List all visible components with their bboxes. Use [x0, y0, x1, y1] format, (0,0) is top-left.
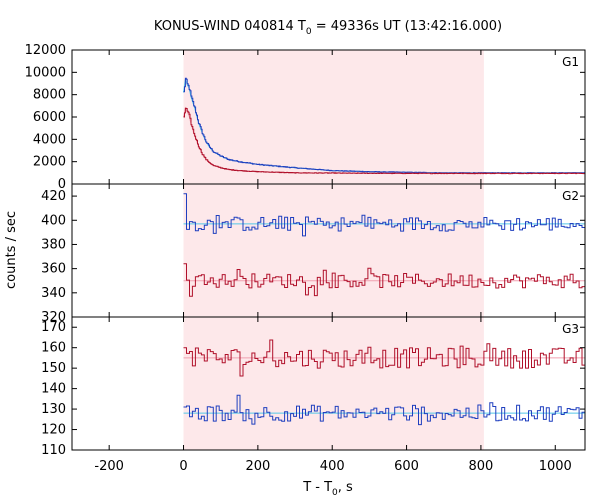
y-tick-label: 2000: [33, 155, 66, 170]
y-tick-label: 320: [41, 310, 66, 325]
panel-label-g3: G3: [562, 322, 579, 336]
y-tick-label: 170: [41, 320, 66, 335]
y-tick-label: 120: [41, 423, 66, 438]
x-axis-title: T - T0, s: [302, 480, 353, 498]
x-tick-label: 1000: [539, 459, 572, 474]
series-g3-red: [183, 339, 586, 377]
y-tick-label: 4000: [33, 132, 66, 147]
y-tick-label: 110: [41, 443, 66, 458]
x-tick-label: 600: [394, 459, 419, 474]
panel-frame-g3: [71, 316, 586, 451]
y-tick-label: 0: [58, 177, 66, 192]
y-tick-label: 420: [41, 189, 66, 204]
y-tick-label: 8000: [33, 88, 66, 103]
highlight-band-g1: [183, 50, 484, 184]
x-tick-label: 0: [179, 459, 187, 474]
y-tick-label: 6000: [33, 110, 66, 125]
x-tick-label: 200: [245, 459, 270, 474]
series-g1-red: [183, 107, 586, 175]
highlight-band-g2: [183, 184, 484, 317]
y-tick-label: 160: [41, 341, 66, 356]
x-tick-label: 800: [468, 459, 493, 474]
y-axis-title: counts / sec: [4, 211, 19, 289]
y-tick-label: 380: [41, 237, 66, 252]
trigger-interval-highlights: [183, 50, 484, 450]
axis-ticks: G1020004000600080001000012000G2320340360…: [25, 43, 585, 474]
y-tick-label: 340: [41, 286, 66, 301]
y-tick-label: 140: [41, 382, 66, 397]
y-tick-label: 400: [41, 213, 66, 228]
y-tick-label: 12000: [25, 43, 66, 58]
chart-title: KONUS-WIND 040814 T0 = 49336s UT (13:42:…: [154, 19, 502, 37]
y-tick-label: 130: [41, 402, 66, 417]
panel-label-g2: G2: [562, 189, 579, 203]
series-g2-red: [183, 263, 586, 297]
series-g2-blue: [183, 193, 586, 237]
lightcurve-series: [183, 77, 586, 426]
highlight-band-g3: [183, 317, 484, 450]
panel-label-g1: G1: [562, 55, 579, 69]
series-g3-blue: [183, 394, 586, 426]
x-tick-label: -200: [94, 459, 124, 474]
y-tick-label: 360: [41, 262, 66, 277]
x-tick-label: 400: [320, 459, 345, 474]
y-tick-label: 10000: [25, 65, 66, 80]
y-tick-label: 150: [41, 361, 66, 376]
